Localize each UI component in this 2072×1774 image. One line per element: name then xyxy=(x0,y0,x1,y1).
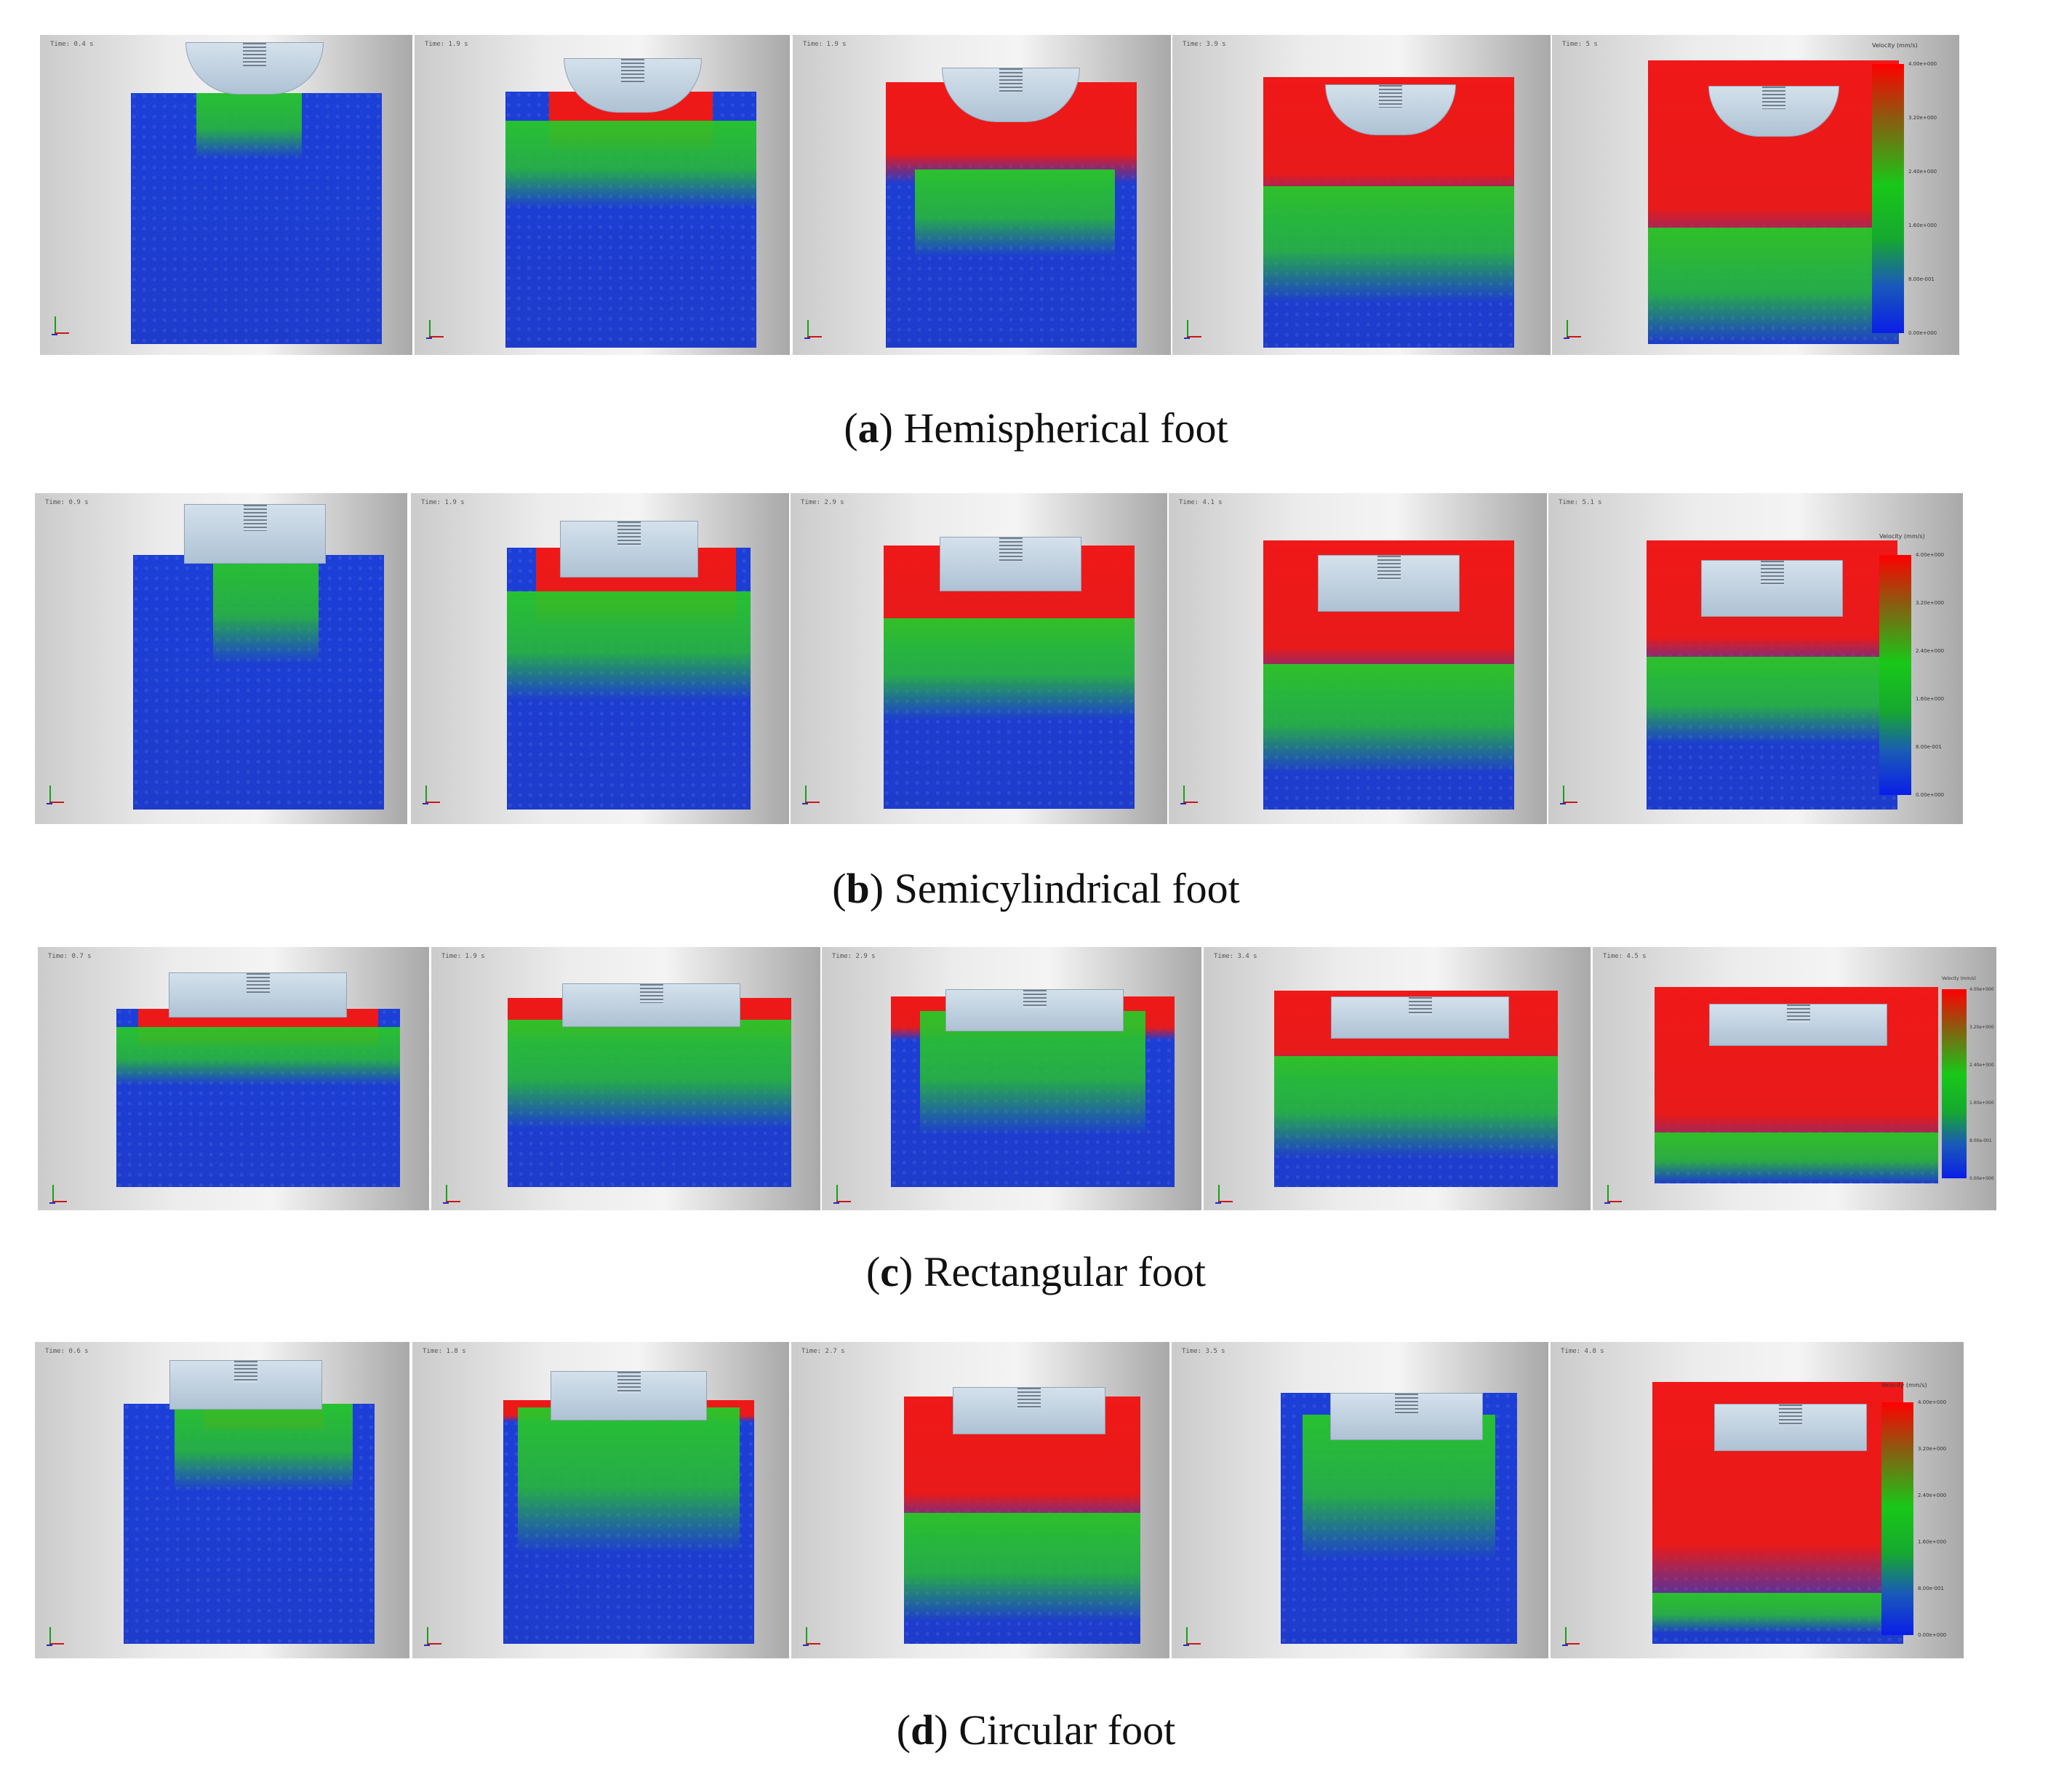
time-label: Time: 5 s xyxy=(1562,41,1598,48)
time-label: Time: 3.5 s xyxy=(1182,1348,1225,1355)
caption-b: (b) Semicylindrical foot xyxy=(832,865,1240,912)
axes-icon xyxy=(832,1183,852,1205)
time-label: Time: 0.4 s xyxy=(50,41,94,48)
semicylindrical-foot xyxy=(184,504,326,564)
axes-icon xyxy=(1561,1626,1581,1647)
velocity-legend: Velocity (mm/s) 4.00e+000 3.20e+000 2.40… xyxy=(1872,42,1937,336)
frame-a-4: Time: 3.9 s xyxy=(1172,35,1551,355)
time-label: Time: 2.9 s xyxy=(801,499,844,506)
frame-d-5: Time: 4.8 s Velocity (mm/s) 4.00e+000 3.… xyxy=(1551,1342,1964,1658)
time-label: Time: 1.9 s xyxy=(421,499,465,506)
frame-a-1: Time: 0.4 s xyxy=(40,35,412,355)
axes-icon xyxy=(801,1626,822,1647)
axes-icon xyxy=(1562,319,1583,340)
particle-bed xyxy=(1263,77,1514,348)
frame-b-5: Time: 5.1 s Velocity (mm/s) 4.00e+000 3.… xyxy=(1548,493,1963,824)
axes-icon xyxy=(1214,1183,1234,1205)
circular-foot xyxy=(1330,1393,1483,1440)
caption-c: (c) Rectangular foot xyxy=(865,1248,1207,1295)
particle-bed xyxy=(508,998,791,1187)
rectangular-foot xyxy=(1331,996,1509,1039)
legend-title: Velocity (mm/s) xyxy=(1942,976,1976,981)
velocity-legend: Velocity (mm/s) 4.00e+000 3.20e+000 2.40… xyxy=(1881,1382,1947,1638)
rectangular-foot xyxy=(945,989,1124,1031)
time-label: Time: 1.9 s xyxy=(803,41,847,48)
frame-c-3: Time: 2.9 s xyxy=(822,947,1201,1210)
rectangular-foot xyxy=(562,983,740,1027)
velocity-legend: Velocity (mm/s) 4.00e+000 3.20e+000 2.40… xyxy=(1942,976,1994,1181)
circular-foot xyxy=(953,1387,1105,1434)
axes-icon xyxy=(1179,784,1199,806)
frame-b-2: Time: 1.9 s xyxy=(411,493,789,824)
time-label: Time: 1.9 s xyxy=(425,41,468,48)
velocity-legend: Velocity (mm/s) 4.00e+000 3.20e+000 2.40… xyxy=(1879,533,1945,798)
time-label: Time: 3.9 s xyxy=(1183,41,1226,48)
time-label: Time: 1.8 s xyxy=(423,1348,466,1355)
particle-bed xyxy=(131,93,382,344)
particle-bed xyxy=(116,1009,400,1187)
particle-bed xyxy=(507,548,751,810)
frame-b-3: Time: 2.9 s xyxy=(791,493,1167,824)
legend-title: Velocity (mm/s) xyxy=(1879,533,1925,540)
axes-icon xyxy=(50,315,71,337)
frame-b-1: Time: 0.9 s xyxy=(35,493,407,824)
axes-icon xyxy=(801,784,821,806)
axes-icon xyxy=(1182,1626,1202,1647)
frame-c-4: Time: 3.4 s xyxy=(1204,947,1591,1210)
frame-d-4: Time: 3.5 s xyxy=(1172,1342,1548,1658)
time-label: Time: 2.9 s xyxy=(832,953,876,960)
particle-bed xyxy=(503,1400,754,1644)
time-label: Time: 4.5 s xyxy=(1603,953,1647,960)
rectangular-foot xyxy=(1709,1004,1887,1046)
time-label: Time: 0.9 s xyxy=(45,499,89,506)
axes-icon xyxy=(1559,784,1579,806)
semicylindrical-foot xyxy=(560,521,698,578)
circular-foot xyxy=(551,1371,707,1421)
hemispherical-foot xyxy=(185,42,324,95)
frame-a-3: Time: 1.9 s xyxy=(793,35,1171,355)
circular-foot xyxy=(1714,1404,1867,1451)
frame-c-1: Time: 0.7 s xyxy=(38,947,429,1210)
axes-icon xyxy=(1603,1183,1623,1205)
particle-bed xyxy=(124,1404,375,1644)
axes-icon xyxy=(1183,319,1203,340)
frame-a-5: Time: 5 s Velocity (mm/s) 4.00e+000 3.20… xyxy=(1552,35,1959,355)
particle-bed xyxy=(904,1397,1140,1644)
axes-icon xyxy=(803,319,823,340)
axes-icon xyxy=(441,1183,462,1205)
frame-d-2: Time: 1.8 s xyxy=(412,1342,789,1658)
axes-icon xyxy=(48,1183,68,1205)
time-label: Time: 0.7 s xyxy=(48,953,92,960)
time-label: Time: 4.8 s xyxy=(1561,1348,1604,1355)
axes-icon xyxy=(45,1626,65,1647)
circular-foot xyxy=(169,1360,322,1410)
frame-d-3: Time: 2.7 s xyxy=(791,1342,1169,1658)
axes-icon xyxy=(421,784,441,806)
frame-c-2: Time: 1.9 s xyxy=(431,947,820,1210)
time-label: Time: 5.1 s xyxy=(1559,499,1602,506)
time-label: Time: 0.6 s xyxy=(45,1348,89,1355)
particle-bed xyxy=(505,92,756,348)
semicylindrical-foot xyxy=(1318,555,1460,612)
caption-a: (a) Hemispherical foot xyxy=(844,404,1228,452)
frame-c-5: Time: 4.5 s Velocity (mm/s) 4.00e+000 3.… xyxy=(1593,947,1996,1210)
axes-icon xyxy=(425,319,445,340)
frame-a-2: Time: 1.9 s xyxy=(415,35,790,355)
frame-b-4: Time: 4.1 s xyxy=(1169,493,1547,824)
time-label: Time: 2.7 s xyxy=(801,1348,845,1355)
time-label: Time: 4.1 s xyxy=(1179,499,1223,506)
axes-icon xyxy=(423,1626,443,1647)
semicylindrical-foot xyxy=(940,537,1081,591)
time-label: Time: 1.9 s xyxy=(441,953,485,960)
axes-icon xyxy=(45,784,65,806)
legend-title: Velocity (mm/s) xyxy=(1872,42,1918,49)
frame-d-1: Time: 0.6 s xyxy=(35,1342,409,1658)
particle-bed xyxy=(133,555,384,810)
rectangular-foot xyxy=(169,972,347,1018)
caption-d: (d) Circular foot xyxy=(896,1706,1176,1754)
legend-title: Velocity (mm/s) xyxy=(1881,1382,1927,1389)
semicylindrical-foot xyxy=(1701,560,1843,617)
time-label: Time: 3.4 s xyxy=(1214,953,1257,960)
